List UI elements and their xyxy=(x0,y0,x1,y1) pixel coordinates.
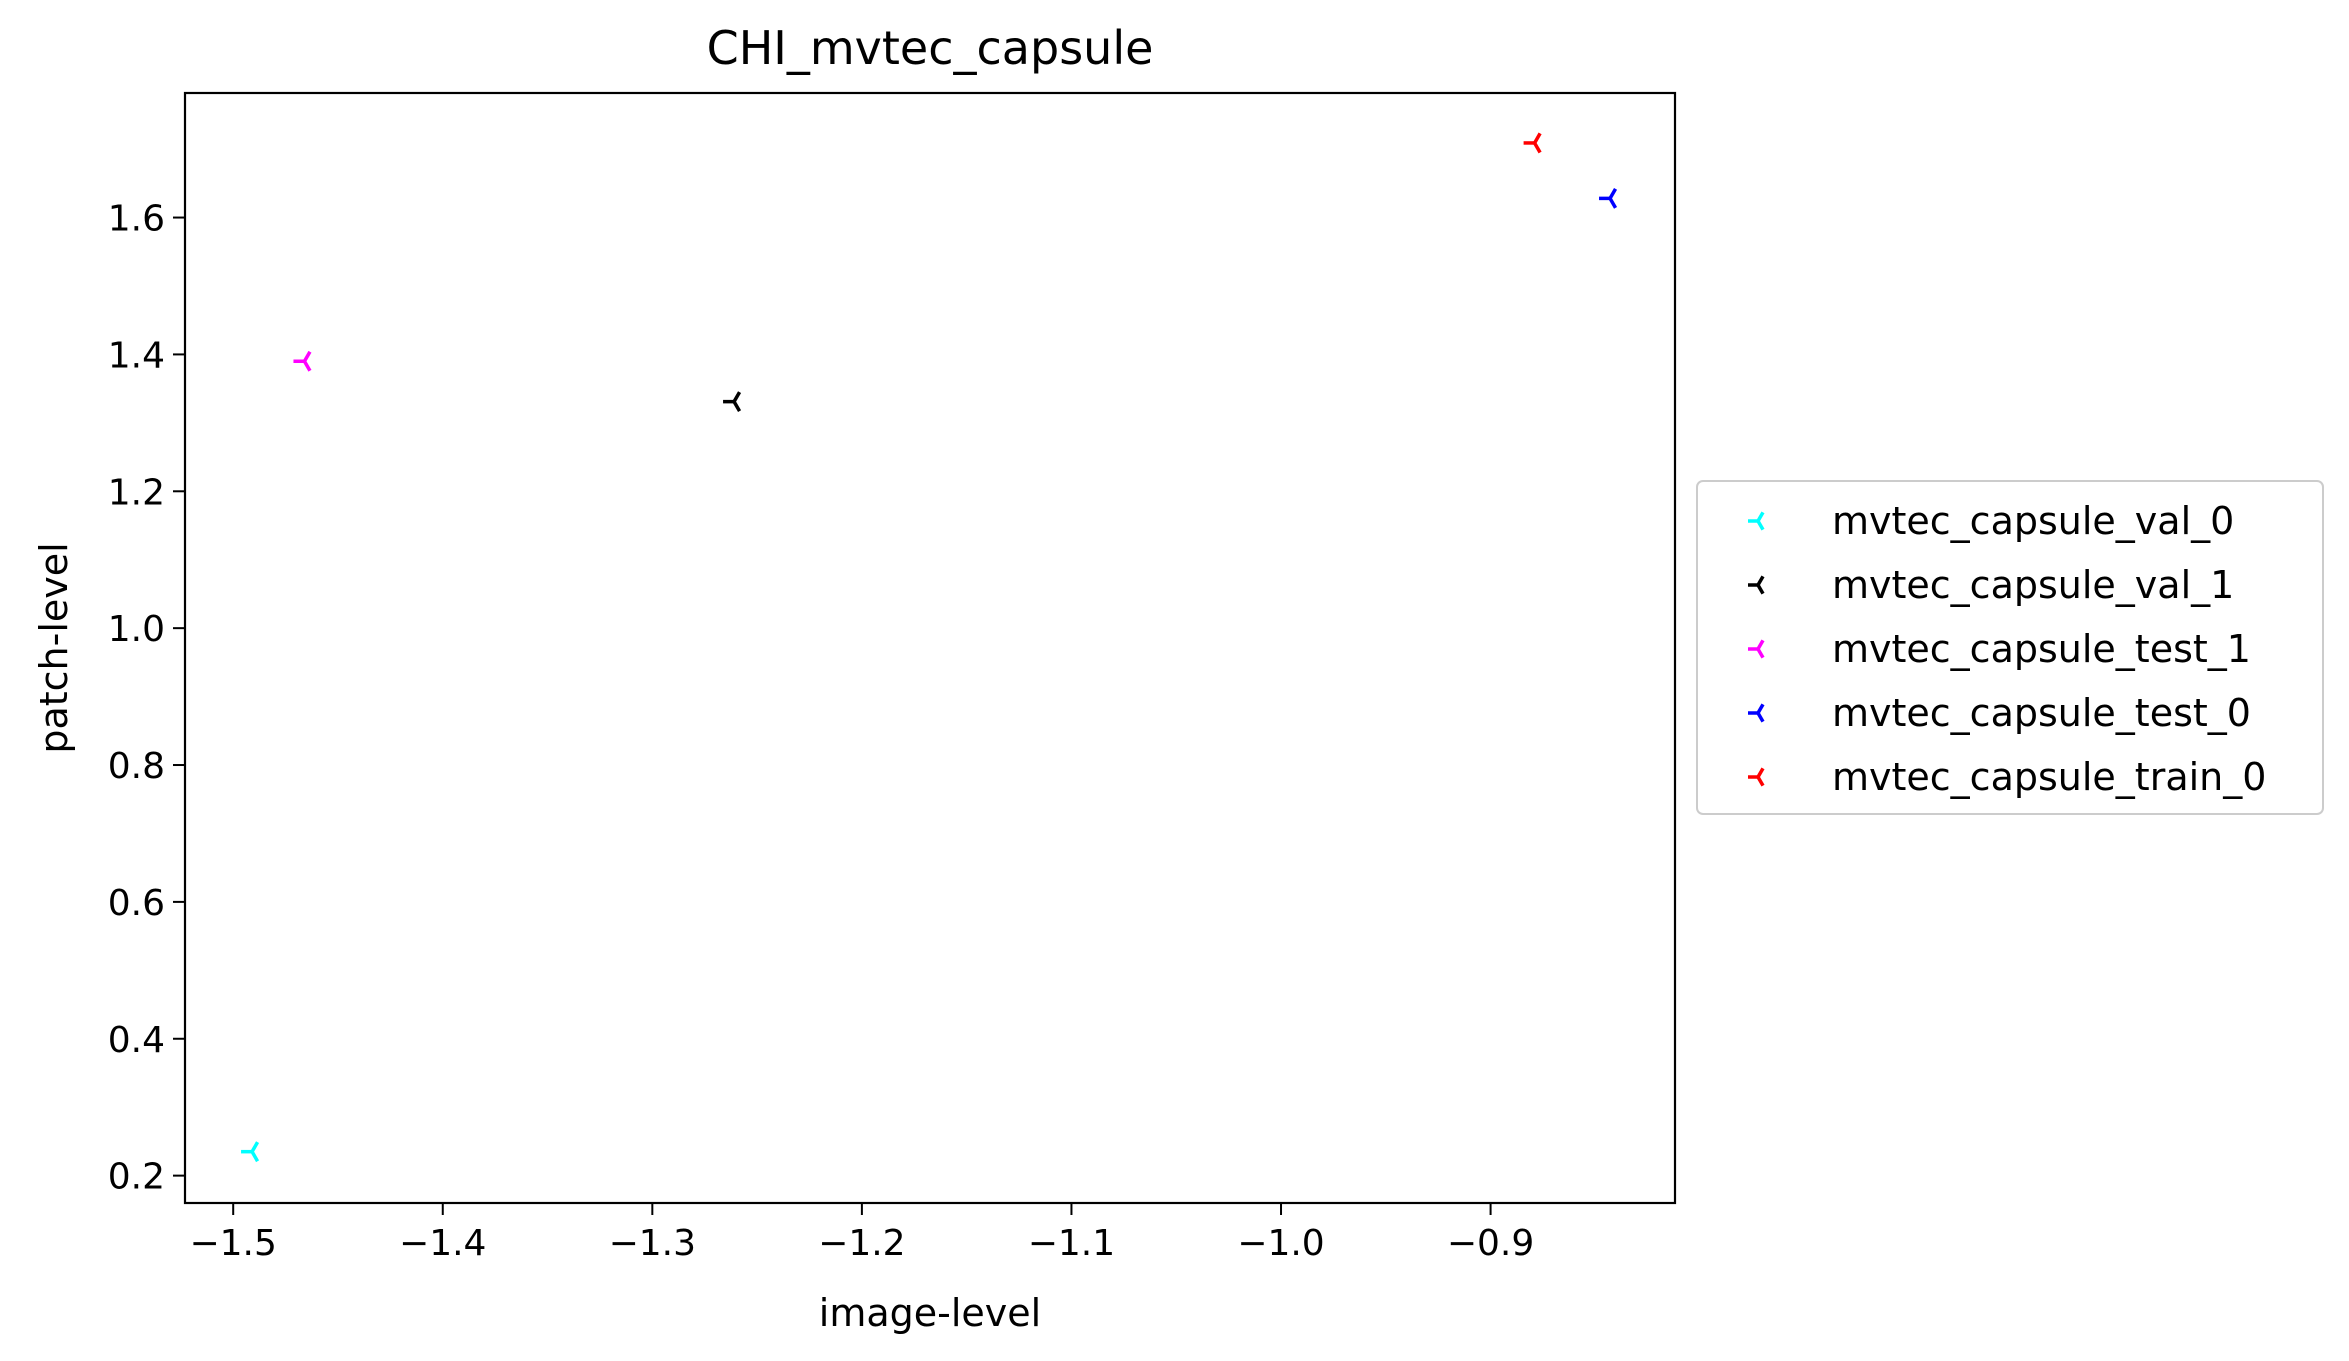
data-point-mvtec_capsule_test_0 xyxy=(1599,187,1618,209)
x-axis: −1.5 −1.4 −1.3 −1.2 −1.1 −1.0 −0.9 xyxy=(189,1203,1534,1264)
legend-marker-mvtec_capsule_test_0 xyxy=(1748,703,1765,723)
legend-frame xyxy=(1696,480,2324,815)
plot-area xyxy=(183,91,1677,1205)
y-tick-label: 0.8 xyxy=(108,746,165,787)
legend: mvtec_capsule_val_0 mvtec_capsule_val_1mv… xyxy=(1696,480,2324,815)
legend-label: mvtec_capsule_val_0 xyxy=(1832,499,2234,543)
legend-marker-mvtec_capsule_val_0 xyxy=(1748,511,1765,531)
legend-marker-mvtec_capsule_val_1 xyxy=(1748,575,1765,595)
data-points xyxy=(241,132,1618,1163)
legend-marker-mvtec_capsule_test_1 xyxy=(1748,639,1765,659)
legend-label: mvtec_capsule_val_1 xyxy=(1832,563,2234,607)
x-tick-label: −0.9 xyxy=(1447,1223,1534,1264)
legend-label: mvtec_capsule_train_0 xyxy=(1832,755,2266,799)
x-tick-label: −1.0 xyxy=(1237,1223,1324,1264)
y-axis-label: patch-level xyxy=(32,542,76,753)
data-point-mvtec_capsule_val_1 xyxy=(723,391,742,413)
x-tick-label: −1.3 xyxy=(609,1223,696,1264)
y-tick-label: 1.0 xyxy=(108,609,165,650)
data-point-mvtec_capsule_test_1 xyxy=(293,350,312,372)
legend-label: mvtec_capsule_test_0 xyxy=(1832,691,2251,735)
y-tick-label: 1.2 xyxy=(108,472,165,513)
legend-marker-mvtec_capsule_train_0 xyxy=(1748,767,1765,787)
x-axis-label: image-level xyxy=(819,1291,1041,1335)
data-point-mvtec_capsule_train_0 xyxy=(1523,132,1542,154)
y-axis: 0.2 0.4 0.6 0.8 1.0 1.2 1.4 1.6 xyxy=(108,199,185,1198)
y-tick-label: 0.4 xyxy=(108,1020,165,1061)
y-tick-label: 1.4 xyxy=(108,335,165,376)
y-tick-label: 0.2 xyxy=(108,1157,165,1198)
x-tick-label: −1.1 xyxy=(1028,1223,1115,1264)
x-tick-label: −1.4 xyxy=(399,1223,486,1264)
x-tick-label: −1.5 xyxy=(189,1223,276,1264)
chart-title: CHI_mvtec_capsule xyxy=(707,21,1154,75)
y-tick-label: 0.6 xyxy=(108,883,165,924)
y-tick-label: 1.6 xyxy=(108,199,165,240)
data-point-mvtec_capsule_val_0 xyxy=(241,1141,260,1163)
x-tick-label: −1.2 xyxy=(818,1223,905,1264)
legend-label: mvtec_capsule_test_1 xyxy=(1832,627,2251,671)
